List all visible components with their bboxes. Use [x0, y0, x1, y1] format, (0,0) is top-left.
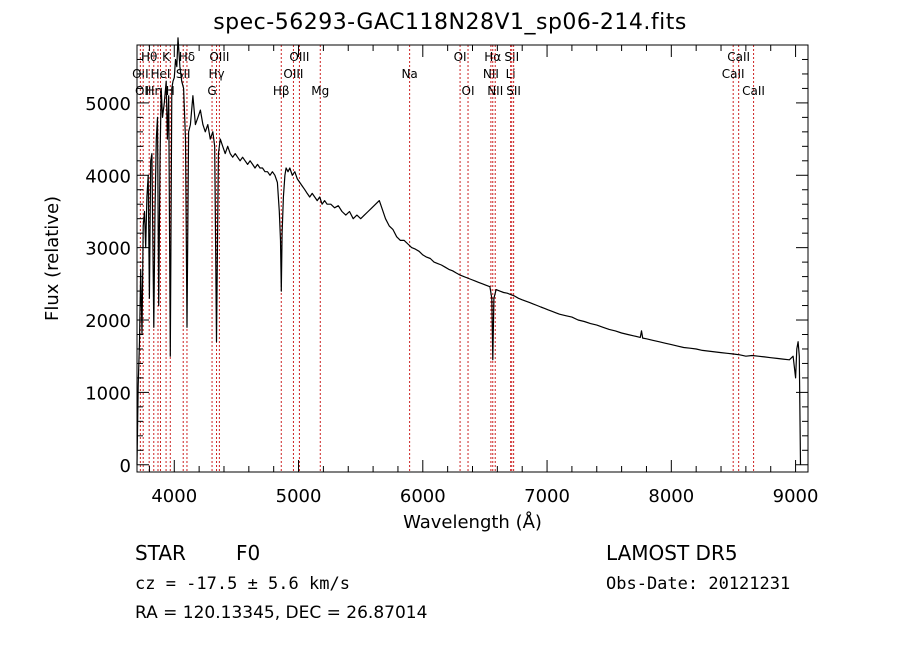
y-tick-label: 4000	[85, 166, 131, 187]
line-marker-label: Hη	[145, 84, 162, 98]
y-tick-label: 2000	[85, 311, 131, 332]
line-marker-label: OIII	[289, 50, 309, 64]
spectrum-series	[136, 37, 802, 465]
line-marker-label: OIII	[283, 67, 303, 81]
x-tick-label: 8000	[648, 486, 694, 507]
y-tick-label: 3000	[85, 239, 131, 260]
chart-title: spec-56293-GAC118N28V1_sp06-214.fits	[213, 10, 687, 35]
line-marker-label: SII	[504, 50, 519, 64]
line-marker-label: Li	[506, 67, 516, 81]
spectrum-line	[136, 37, 802, 465]
x-tick-label: 4000	[151, 486, 197, 507]
axes: 4000 5000 6000 7000 8000 9000 0 1000 2000 3000 400…	[85, 45, 818, 507]
line-marker-label: OIII	[209, 50, 229, 64]
x-tick-label: 5000	[276, 486, 322, 507]
line-marker-label: H	[166, 84, 175, 98]
object-class: STAR	[135, 541, 186, 565]
line-marker-label: CaII	[742, 84, 765, 98]
line-marker-label: Mg	[311, 84, 329, 98]
y-tick-label: 5000	[85, 94, 131, 115]
line-marker-label: Na	[401, 67, 417, 81]
line-marker-label: SII	[176, 67, 191, 81]
x-tick-label: 9000	[773, 486, 819, 507]
line-marker-label: OI	[462, 84, 475, 98]
line-marker-label: Hδ	[179, 50, 195, 64]
line-marker-label: Hα	[484, 50, 501, 64]
axis-labels: Wavelength (Å) Flux (relative)	[42, 196, 542, 533]
line-marker-label: Hγ	[208, 67, 224, 81]
line-marker-label: CaII	[727, 50, 750, 64]
line-marker-label: Hβ	[273, 84, 290, 98]
x-axis-label: Wavelength (Å)	[403, 511, 542, 533]
redshift-cz: cz = -17.5 ± 5.6 km/s	[135, 574, 350, 594]
line-marker-label: G	[207, 84, 216, 98]
line-marker-label: SII	[506, 84, 521, 98]
x-tick-label: 7000	[524, 486, 570, 507]
spectral-line-markers: OIIOIIHθHηHeIKHSIIHδGHγOIIIHβOIIIOIIIMgN…	[132, 45, 765, 472]
survey-name: LAMOST DR5	[606, 541, 738, 565]
plot-frame	[136, 44, 809, 473]
x-tick-label: 6000	[400, 486, 446, 507]
y-tick-label: 0	[120, 456, 131, 477]
line-marker-label: OI	[454, 50, 467, 64]
line-marker-label: CaII	[722, 67, 745, 81]
line-marker-label: OII	[135, 84, 152, 98]
line-marker-label: NII	[487, 84, 503, 98]
observation-date: Obs-Date: 20121231	[606, 574, 791, 594]
line-marker-label: K	[162, 50, 171, 64]
line-marker-label: NII	[483, 67, 499, 81]
y-tick-label: 1000	[85, 383, 131, 404]
line-marker-label: HeI	[151, 67, 171, 81]
line-marker-label: Hθ	[141, 50, 157, 64]
object-subclass: F0	[236, 541, 261, 565]
y-axis-label: Flux (relative)	[42, 196, 63, 321]
sky-coordinates: RA = 120.13345, DEC = 26.87014	[135, 603, 428, 623]
